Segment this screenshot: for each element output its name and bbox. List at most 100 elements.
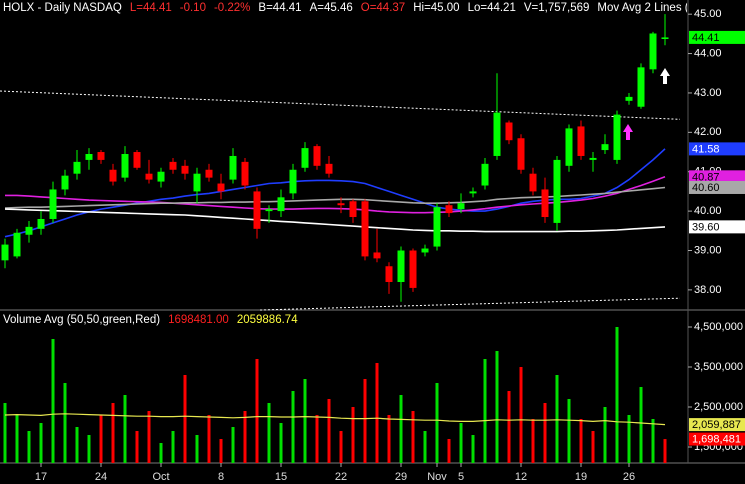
candle-body	[145, 173, 153, 180]
volume-bar	[87, 435, 91, 463]
candle-body	[505, 122, 513, 141]
candle-body	[433, 207, 441, 247]
volume-bar	[663, 439, 667, 463]
candle-body	[1, 244, 9, 261]
y-tick-label: 45.00	[694, 8, 722, 20]
candle-body	[313, 146, 321, 166]
volume-bar	[591, 431, 595, 463]
candle-body	[601, 144, 609, 151]
candle-body	[109, 169, 117, 182]
candle-body	[589, 157, 597, 160]
candle-body	[541, 189, 549, 218]
candle-body	[385, 266, 393, 283]
volume-bar	[471, 435, 475, 463]
header-item: Lo=44.21	[467, 2, 516, 14]
header-item: HOLX - Daily NASDAQ	[3, 2, 122, 14]
header-item: Hi=45.00	[413, 2, 460, 14]
candle-body	[241, 161, 249, 186]
volume-bar	[363, 379, 367, 463]
volume-legend-value: 1698481.00	[168, 314, 229, 326]
volume-bar	[111, 403, 115, 463]
candle-body	[325, 163, 333, 174]
candle-body	[97, 152, 105, 160]
candle-body	[529, 173, 537, 192]
volume-bar	[459, 423, 463, 463]
candle-body	[277, 197, 285, 212]
value-tag	[689, 432, 745, 446]
volume-legend: Volume Avg (50,50,green,Red) 1698481.00 20…	[3, 314, 687, 326]
volume-bar	[603, 407, 607, 463]
volume-bar	[303, 379, 307, 463]
candle-body	[565, 128, 573, 166]
y-tick-label: 43.00	[694, 87, 722, 99]
moving-average	[4, 186, 666, 209]
x-tick-label: 22	[335, 471, 347, 483]
volume-bar	[183, 375, 187, 463]
candle-body	[409, 250, 417, 288]
candle-body	[157, 171, 165, 182]
value-tag-label: 41.58	[692, 143, 720, 155]
up-arrow	[623, 124, 633, 140]
value-tag	[689, 220, 745, 234]
volume-bar	[15, 415, 19, 463]
volume-bar	[387, 415, 391, 463]
x-tick-label: 8	[218, 471, 224, 483]
candle-body	[421, 248, 429, 253]
y-tick-label: 2,500,000	[694, 401, 743, 413]
value-tag-label: 2,059,887	[692, 419, 741, 431]
volume-bar	[555, 375, 559, 463]
volume-bar	[579, 419, 583, 463]
candle-body	[457, 203, 465, 210]
x-tick-label: 19	[575, 471, 587, 483]
candle-body	[193, 173, 201, 192]
volume-bar	[219, 439, 223, 463]
y-tick-label: 40.00	[694, 205, 722, 217]
trendline	[0, 90, 681, 120]
volume-bar	[351, 407, 355, 463]
value-tag-label: 1,698,481	[692, 433, 741, 445]
volume-bar	[375, 363, 379, 463]
volume-legend-value: 2059886.74	[236, 314, 298, 326]
volume-bar	[327, 399, 331, 463]
header-item: O=44.37	[360, 2, 406, 14]
volume-bar	[99, 415, 103, 463]
volume-bar	[411, 411, 415, 463]
candle-body	[61, 175, 69, 190]
volume-bar	[255, 359, 259, 463]
volume-bar	[195, 435, 199, 463]
candle-body	[121, 154, 129, 178]
volume-bar	[279, 423, 283, 463]
volume-bar	[627, 415, 631, 463]
candle-body	[13, 232, 21, 257]
candle-body	[289, 169, 297, 194]
candle-body	[361, 201, 369, 257]
candle-body	[553, 159, 561, 223]
volume-bar	[291, 391, 295, 463]
candle-body	[517, 138, 525, 170]
volume-bar	[567, 399, 571, 463]
candle-body	[445, 205, 453, 214]
header-item: -0.10	[179, 2, 206, 14]
volume-bar	[63, 383, 67, 463]
y-tick-label: 3,500,000	[694, 361, 743, 373]
y-tick-label: 42.00	[694, 126, 722, 138]
y-tick-label: 39.00	[694, 244, 722, 256]
candle-body	[613, 114, 621, 160]
value-tag-label: 39.60	[692, 221, 720, 233]
volume-bar	[483, 359, 487, 463]
volume-bar	[27, 431, 31, 463]
value-tag-label: 44.41	[692, 32, 720, 44]
x-tick-label: 15	[275, 471, 287, 483]
candle-body	[481, 163, 489, 186]
candle-body	[469, 191, 477, 194]
candle-body	[205, 169, 213, 178]
header: HOLX - Daily NASDAQ L=44.41 -0.10 -0.22% B=4…	[3, 2, 687, 14]
header-item: L=44.41	[129, 2, 172, 14]
volume-bar	[147, 411, 151, 463]
volume-bar	[135, 431, 139, 463]
volume-bar	[531, 419, 535, 463]
candle-body	[493, 112, 501, 156]
volume-bar	[123, 395, 127, 463]
x-tick-label: Oct	[152, 471, 169, 483]
